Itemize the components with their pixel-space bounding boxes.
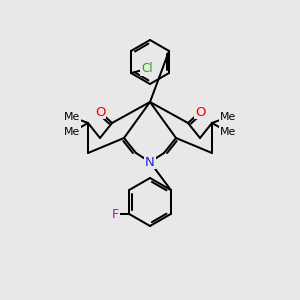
- Text: Me: Me: [220, 112, 236, 122]
- Text: O: O: [95, 106, 105, 118]
- Text: O: O: [195, 106, 205, 118]
- Text: F: F: [112, 208, 119, 220]
- Text: Me: Me: [220, 127, 236, 137]
- Text: Me: Me: [64, 127, 80, 137]
- Text: Me: Me: [64, 112, 80, 122]
- Text: Cl: Cl: [141, 62, 153, 76]
- Text: N: N: [145, 155, 155, 169]
